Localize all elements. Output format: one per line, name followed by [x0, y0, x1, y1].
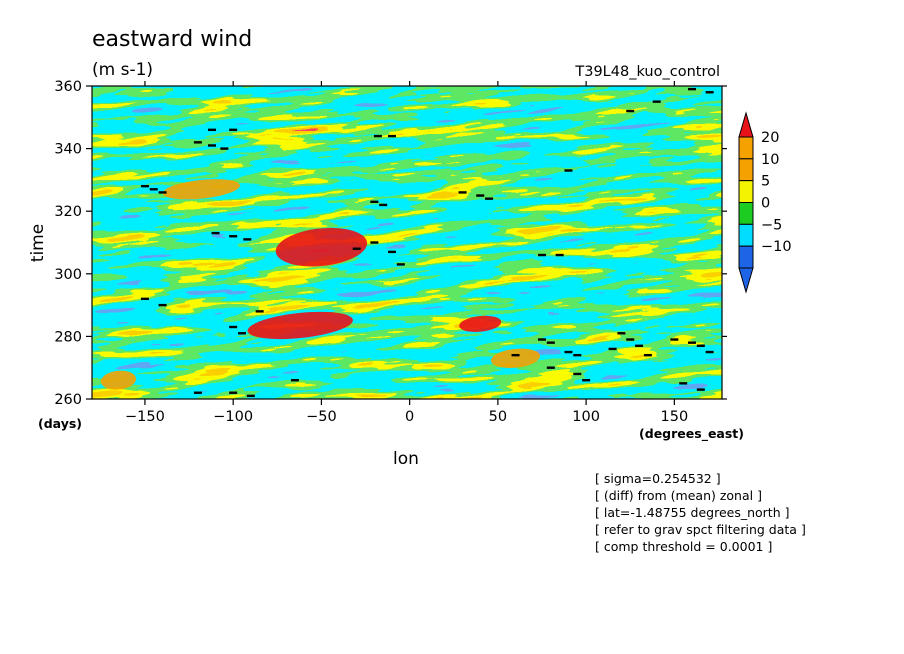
- colorbar: 20 10 5 0 −5 −10: [738, 111, 792, 294]
- x-axis-label: lon: [393, 449, 419, 469]
- x-tick-label: −150: [125, 409, 165, 425]
- y-tick-label: 360: [54, 79, 82, 95]
- x-axis: −150 −100 −50 0 50 100 150: [125, 81, 688, 425]
- chart-title: eastward wind: [92, 27, 252, 52]
- colorbar-max-arrow: [738, 111, 754, 138]
- y-tick-label: 340: [54, 142, 82, 158]
- colorbar-segment: [738, 202, 754, 225]
- note-threshold: [ comp threshold = 0.0001 ]: [595, 539, 773, 554]
- x-tick-label: 150: [661, 409, 689, 425]
- colorbar-min-arrow: [738, 267, 754, 294]
- colorbar-label: 20: [761, 130, 779, 146]
- plot-frame: [91, 85, 723, 400]
- colorbar-segment: [738, 136, 754, 160]
- colorbar-label: 5: [761, 174, 770, 190]
- heatmap-fill: [92, 86, 722, 399]
- threshold-markers: [140, 87, 714, 398]
- y-tick-label: 320: [54, 204, 82, 220]
- colorbar-label: 0: [761, 196, 770, 212]
- wind-core: [275, 227, 368, 267]
- y-axis-label: time: [28, 224, 48, 262]
- colorbar-segment: [738, 158, 754, 182]
- x-tick-label: 50: [489, 409, 507, 425]
- y-tick-label: 280: [54, 329, 82, 345]
- heatmap-field: [92, 86, 722, 399]
- wind-core: [162, 179, 241, 200]
- wind-core: [100, 370, 137, 390]
- x-tick-label: −100: [213, 409, 253, 425]
- colorbar-label: −5: [761, 217, 782, 233]
- y-tick-label: 260: [54, 392, 82, 408]
- colorbar-segment: [738, 223, 754, 247]
- wind-core: [459, 315, 502, 332]
- y-axis-units: (days): [38, 416, 82, 431]
- chart-subtitle: (m s-1): [92, 60, 153, 80]
- colorbar-label: 10: [761, 152, 779, 168]
- x-axis-units: (degrees_east): [639, 426, 744, 442]
- colorbar-label: −10: [761, 239, 792, 255]
- colorbar-segment: [738, 180, 754, 204]
- note-lat: [ lat=-1.48755 degrees_north ]: [595, 505, 790, 520]
- note-diff: [ (diff) from (mean) zonal ]: [595, 488, 762, 503]
- wind-core: [247, 311, 353, 340]
- plot-notes: [ sigma=0.254532 ] [ (diff) from (mean) …: [595, 470, 806, 555]
- colorbar-segment: [738, 245, 754, 269]
- x-tick-label: −50: [306, 409, 337, 425]
- y-axis: 260 280 300 320 340 360: [54, 79, 727, 408]
- note-sigma: [ sigma=0.254532 ]: [595, 471, 721, 486]
- wind-core: [490, 348, 541, 368]
- run-label: T39L48_kuo_control: [574, 64, 720, 80]
- note-refer: [ refer to grav spct filtering data ]: [595, 522, 806, 537]
- x-tick-label: 100: [572, 409, 600, 425]
- y-tick-label: 300: [54, 267, 82, 283]
- strong-wind-cores: [100, 179, 541, 390]
- x-tick-label: 0: [405, 409, 414, 425]
